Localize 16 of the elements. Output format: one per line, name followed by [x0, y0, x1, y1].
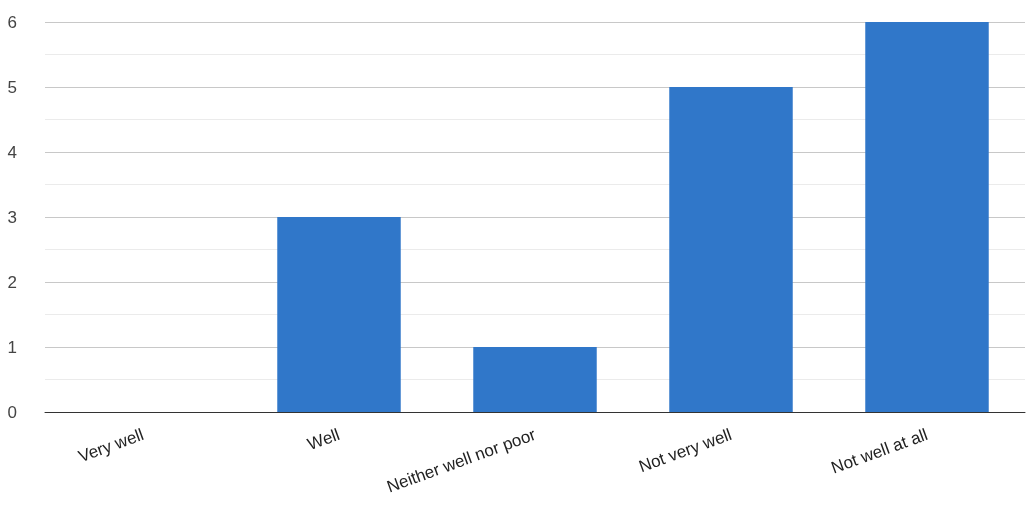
x-tick-label: Well	[304, 425, 343, 455]
y-tick-label: 4	[7, 142, 17, 162]
x-tick-label: Not well at all	[828, 425, 931, 478]
bar	[277, 217, 401, 412]
y-tick-label: 2	[7, 272, 17, 292]
bar	[669, 87, 793, 412]
bar	[865, 22, 989, 412]
y-tick-label: 0	[7, 402, 17, 422]
x-tick-label: Very well	[75, 425, 147, 467]
y-tick-label: 3	[7, 207, 17, 227]
x-tick-label: Neither well nor poor	[384, 424, 539, 497]
y-tick-label: 6	[7, 12, 17, 32]
y-tick-label: 1	[7, 337, 17, 357]
bar	[473, 347, 597, 412]
x-tick-label: Not very well	[636, 425, 735, 477]
y-tick-label: 5	[7, 77, 17, 97]
